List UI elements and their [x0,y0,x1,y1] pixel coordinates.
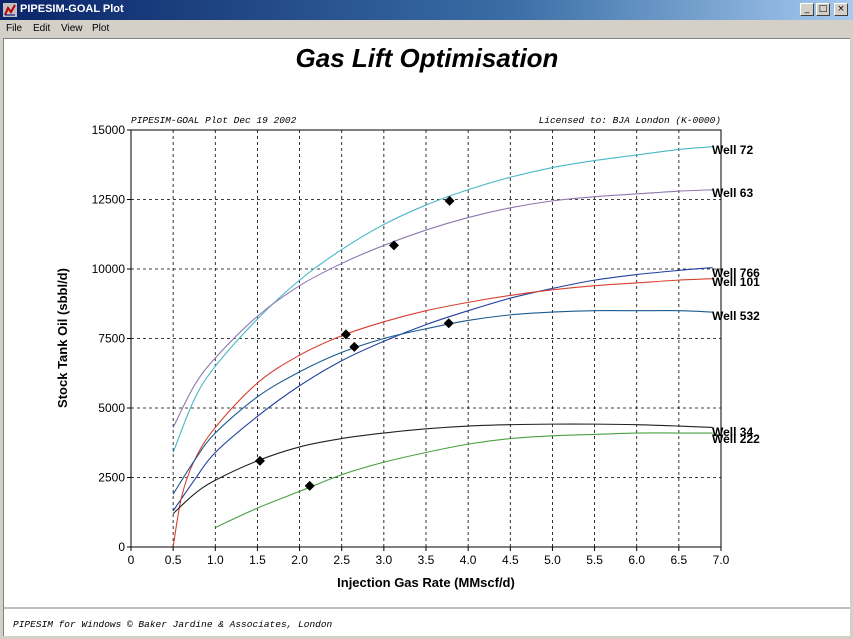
y-tick-label: 10000 [92,262,126,276]
y-tick-label: 5000 [98,401,125,415]
x-tick-label: 6.0 [628,553,645,567]
x-tick-label: 7.0 [713,553,730,567]
pipesim-app-icon [3,3,17,17]
plot-header-right: Licensed to: BJA London (K-0000) [539,115,721,126]
operating-point-well-766 [349,341,360,352]
gas-lift-chart: Gas Lift Optimisation PIPESIM-GOAL Plot … [4,43,850,630]
plot-footer: PIPESIM for Windows © Baker Jardine & As… [13,619,333,630]
x-tick-label: 4.0 [460,553,477,567]
operating-point-well-34 [254,455,265,466]
x-axis-label: Injection Gas Rate (MMscf/d) [337,575,515,590]
x-tick-label: 1.0 [207,553,224,567]
operating-point-well-63 [388,240,399,251]
series-label-well-222: Well 222 [712,432,760,446]
plot-header-left: PIPESIM-GOAL Plot Dec 19 2002 [131,115,297,126]
series-line-well-63 [172,189,713,428]
operating-point-well-222 [304,480,315,491]
x-tick-label: 2.0 [291,553,308,567]
y-tick-label: 12500 [92,193,126,207]
series-label-well-34: Well 34 [712,425,753,439]
y-axis-label: Stock Tank Oil (sbbl/d) [55,268,70,408]
series-label-well-532: Well 532 [712,309,760,323]
series-line-well-766 [172,267,713,512]
menu-plot[interactable]: Plot [92,23,110,34]
x-tick-label: 6.5 [671,553,688,567]
series-label-well-101: Well 101 [712,275,760,289]
x-tick-label: 3.0 [376,553,393,567]
chart-title: Gas Lift Optimisation [296,43,559,73]
series-label-well-72: Well 72 [712,143,753,157]
maximize-button[interactable]: □ [816,3,830,16]
x-tick-label: 0 [128,553,135,567]
close-button[interactable]: × [834,3,848,16]
menu-bar: File Edit View Plot [0,20,853,38]
x-tick-label: 5.5 [586,553,603,567]
series-label-well-766: Well 766 [712,266,760,280]
series-line-well-34 [172,423,713,515]
x-tick-label: 4.5 [502,553,519,567]
x-tick-label: 3.5 [418,553,435,567]
minimize-button[interactable]: _ [800,3,814,16]
y-tick-label: 0 [118,540,125,554]
marker-group [254,195,455,491]
y-tick-label: 15000 [92,123,126,137]
menu-file[interactable]: File [6,23,23,34]
series-group [172,146,713,548]
menu-edit[interactable]: Edit [33,23,51,34]
x-axis: 0 0.5 1.0 1.5 2.0 2.5 3.0 3.5 4.0 4.5 5.0 5.5 6.0 6.5… [128,547,730,567]
operating-point-well-101 [340,329,351,340]
y-tick-label: 7500 [98,332,125,346]
series-line-well-101 [172,278,713,548]
x-tick-label: 2.5 [333,553,350,567]
series-line-well-222 [215,432,713,529]
series-line-well-72 [172,146,713,453]
operating-point-well-72 [444,195,455,206]
y-axis: 0 2500 5000 7500 10000 12500 15000 [92,123,131,554]
series-label-well-63: Well 63 [712,186,753,200]
y-tick-label: 2500 [98,471,125,485]
x-tick-label: 0.5 [165,553,182,567]
menu-view[interactable]: View [61,23,83,34]
operating-point-well-532 [443,318,454,329]
series-line-well-532 [172,310,713,495]
title-bar[interactable]: PIPESIM-GOAL Plot _ □ × [0,0,853,20]
x-tick-label: 5.0 [544,553,561,567]
grid [131,130,721,547]
x-tick-label: 1.5 [249,553,266,567]
window-title: PIPESIM-GOAL Plot [20,3,124,15]
plot-area: Gas Lift Optimisation PIPESIM-GOAL Plot … [3,38,850,636]
